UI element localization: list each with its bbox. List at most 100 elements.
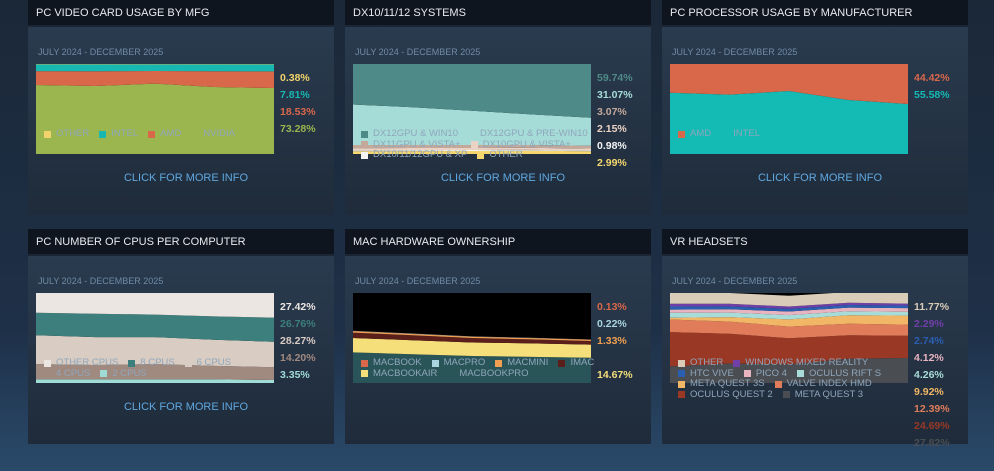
legend-label: PICO 4 [755,367,787,379]
value-label: 27.42% [280,301,316,313]
area-series [353,149,591,152]
value-label: 0.13% [597,301,627,313]
area-series [670,304,908,312]
area-series [353,332,591,345]
label-row: 18.53% [280,104,316,121]
legend-label: VALVE INDEX HMD [786,378,872,389]
value-labels: 11.77% 2.29% 2.74% 4.12% 4.26% 9.92% 12.39% 24.… [914,299,950,452]
area-series [670,293,908,307]
legend-item: DX10GPU & VISTA+ [470,139,571,151]
legend: OTHER WINDOWS MIXED REALITY HTC VIVE PICO 4… [678,357,914,400]
area-series [353,338,591,358]
legend-label: DX10/11/12GPU & XP [373,149,468,160]
legend-label: 2 CPUS [112,367,147,379]
label-row: 7.81% [280,87,316,104]
legend-label: MACMINI [507,357,549,368]
chart-panel: VR HEADSETS JULY 2024 - DECEMBER 2025 11.7… [662,229,968,449]
label-row [597,350,633,367]
more-info-link[interactable]: CLICK FOR MORE INFO [123,172,249,184]
legend-swatch [431,359,439,367]
chart-subtitle: JULY 2024 - DECEMBER 2025 [355,276,481,286]
value-labels: 0.13% 0.22% 1.33% 14.67% [597,299,633,401]
legend-item: VALVE INDEX HMD [774,378,872,390]
area-series [353,352,591,383]
label-row: 3.07% [597,104,633,121]
chart-title: VR HEADSETS [662,229,968,254]
legend-swatch [191,130,199,138]
value-label: 11.77% [914,301,950,313]
legend: AMD INTEL [678,128,914,140]
label-row: 2.29% [914,316,950,333]
value-label: 14.67% [597,369,633,381]
value-label: 12.39% [914,403,950,415]
label-row: 55.58% [914,87,950,104]
value-label: 9.92% [914,386,944,398]
legend-label: WINDOWS MIXED REALITY [745,357,869,368]
chart-card: JULY 2024 - DECEMBER 2025 0.13% 0.22% 1.33%… [345,256,651,444]
legend-swatch [774,380,782,388]
label-row: 14.67% [597,367,633,384]
legend-item: OTHER [678,357,723,369]
legend-item: DX12GPU & PRE-WIN10 [468,128,588,140]
label-row: 2.74% [914,333,950,350]
legend-swatch [361,151,368,159]
legend-swatch [678,380,685,388]
label-row [597,384,633,401]
legend-label: OTHER CPUS [56,357,119,368]
area-series [36,64,274,72]
label-row: 28.27% [280,333,316,350]
label-row: 14.20% [280,350,316,367]
legend-item: 2 CPUS [100,367,147,380]
legend-item: HTC VIVE [678,368,734,380]
area-series [670,311,908,320]
legend-item: MACBOOKAIR [361,368,437,380]
value-label: 0.22% [597,318,627,330]
value-labels: 59.74% 31.07% 3.07% 2.15% 0.98% 2.99% [597,70,633,172]
label-row: 59.74% [597,70,633,87]
legend-swatch [733,359,741,367]
legend: OTHER INTEL AMD NVIDIA [44,128,280,140]
plot-area [36,64,274,154]
more-info-link[interactable]: CLICK FOR MORE INFO [440,172,566,184]
value-label: 3.35% [280,369,310,381]
legend: OTHER CPUS 8 CPUS 6 CPUS 4 CPUS 2 CPUS [44,357,280,380]
chart-title: PC VIDEO CARD USAGE BY MFG [28,0,334,25]
label-row: 11.77% [914,299,950,316]
more-info-link[interactable]: CLICK FOR MORE INFO [123,401,249,413]
value-label: 2.29% [914,318,944,330]
label-row: 44.42% [914,70,950,87]
area-series [353,150,591,154]
label-row: 4.12% [914,350,950,367]
label-row: 73.28% [280,121,316,138]
area-series [36,335,274,368]
value-label: 2.15% [597,123,627,135]
legend-label: DX12GPU & WIN10 [373,128,458,139]
legend-item: MACBOOK [361,357,422,369]
chart-subtitle: JULY 2024 - DECEMBER 2025 [672,47,798,57]
area-series [670,319,908,339]
legend-swatch [678,359,685,367]
legend-item: IMAC [558,357,594,369]
chart-panel: MAC HARDWARE OWNERSHIP JULY 2024 - DECEMB… [345,229,651,444]
chart-title: PC NUMBER OF CPUS PER COMPUTER [28,229,334,254]
value-label: 28.27% [280,335,316,347]
legend-swatch [128,359,136,367]
legend-label: MACBOOKPRO [459,367,529,379]
legend-item: OTHER [477,149,523,161]
legend-item: 8 CPUS [128,357,175,369]
chart-card: JULY 2024 - DECEMBER 2025 59.74% 31.07% 3.0… [345,27,651,215]
legend-label: DX12GPU & PRE-WIN10 [480,128,588,139]
area-series [670,357,908,383]
legend-swatch [44,370,51,378]
chart-panel: PC NUMBER OF CPUS PER COMPUTER JULY 2024 … [28,229,334,444]
legend-label: META QUEST 3 [794,388,863,400]
legend-swatch [361,359,368,367]
more-info-link[interactable]: CLICK FOR MORE INFO [757,172,883,184]
value-label: 0.98% [597,140,627,152]
legend-item: MACPRO [431,357,485,369]
legend-label: OCULUS QUEST 2 [690,388,773,400]
legend-swatch [361,141,368,149]
plot-area [670,64,908,154]
label-row: 31.07% [597,87,633,104]
